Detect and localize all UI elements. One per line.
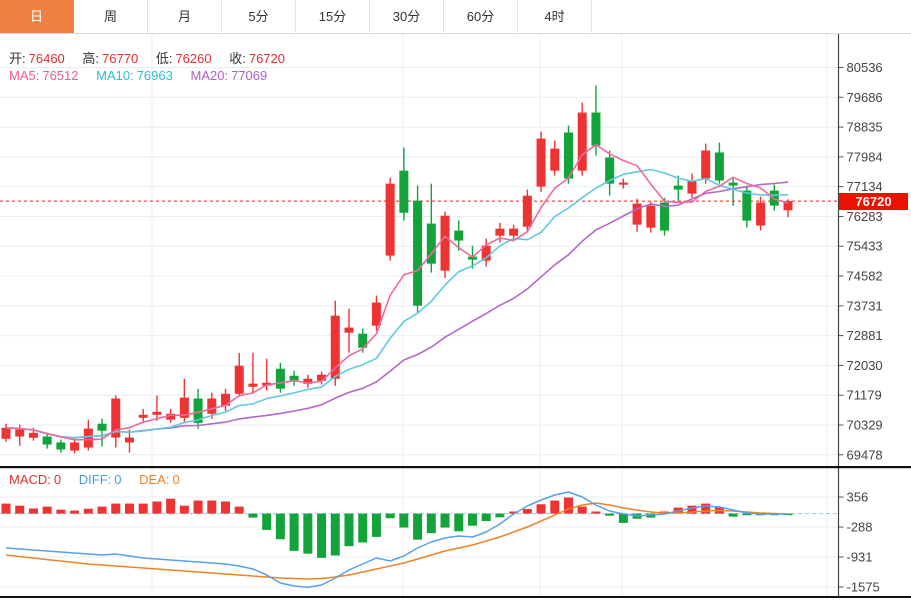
low-value: 76260 xyxy=(175,51,212,66)
diff-label: DIFF: xyxy=(78,472,112,487)
ohlc-readout: 开: 76460 高: 76770 低: 76260 收: 76720 xyxy=(9,48,288,67)
main-ytick-label: 76283 xyxy=(847,209,883,224)
main-ytick-label: 70329 xyxy=(847,417,883,432)
high-label: 高: xyxy=(82,51,100,66)
macd-ytick-label: -288 xyxy=(847,520,873,535)
close-value: 76720 xyxy=(248,51,285,66)
tab-interval-4[interactable]: 15分 xyxy=(296,0,370,33)
macd-label: MACD: xyxy=(9,472,51,487)
diff-value: 0 xyxy=(114,472,122,487)
main-ytick-label: 73731 xyxy=(847,298,883,313)
ma20-label: MA20: xyxy=(190,68,229,83)
high-value: 76770 xyxy=(102,51,139,66)
tab-interval-2[interactable]: 月 xyxy=(148,0,222,33)
tab-interval-0[interactable]: 日 xyxy=(0,0,74,33)
tab-interval-3[interactable]: 5分 xyxy=(222,0,296,33)
main-ytick-label: 69478 xyxy=(847,447,883,462)
main-ytick-label: 77984 xyxy=(847,149,883,164)
dea-label: DEA: xyxy=(139,472,170,487)
main-ytick-label: 72030 xyxy=(847,358,883,373)
main-ytick-label: 80536 xyxy=(847,60,883,75)
tab-interval-6[interactable]: 60分 xyxy=(444,0,518,33)
open-value: 76460 xyxy=(28,51,65,66)
last-price-tag: 76720 xyxy=(839,193,908,210)
ma10-label: MA10: xyxy=(96,68,134,83)
ma10-value: 76963 xyxy=(136,68,173,83)
main-ytick-label: 75433 xyxy=(847,239,883,254)
macd-value: 0 xyxy=(53,472,62,487)
main-ytick-label: 79686 xyxy=(847,90,883,105)
main-ytick-label: 78835 xyxy=(847,120,883,135)
macd-readout: MACD: 0 DIFF: 0 DEA: 0 xyxy=(9,472,183,487)
tab-interval-7[interactable]: 4时 xyxy=(518,0,592,33)
main-ytick-label: 77134 xyxy=(847,179,883,194)
ma5-label: MA5: xyxy=(9,68,40,83)
dea-value: 0 xyxy=(172,472,180,487)
main-ytick-label: 72881 xyxy=(847,328,883,343)
tab-interval-5[interactable]: 30分 xyxy=(370,0,444,33)
ma20-value: 77069 xyxy=(231,68,268,83)
interval-tabbar: 日周月 5分 15分 30分 60分 4时 xyxy=(0,0,911,34)
ma-readout: MA5: 76512 MA10: 76963 MA20: 77069 xyxy=(9,68,270,83)
low-label: 低: xyxy=(155,51,173,66)
macd-ytick-label: 356 xyxy=(847,490,869,505)
macd-ytick-label: -931 xyxy=(847,549,873,564)
tab-interval-1[interactable]: 周 xyxy=(74,0,148,33)
main-ytick-label: 71179 xyxy=(847,388,882,403)
ma5-value: 76512 xyxy=(42,68,79,83)
open-label: 开: xyxy=(9,51,26,66)
close-label: 收: xyxy=(229,51,246,66)
macd-ytick-label: -1575 xyxy=(847,579,880,594)
main-ytick-label: 74582 xyxy=(847,269,883,284)
